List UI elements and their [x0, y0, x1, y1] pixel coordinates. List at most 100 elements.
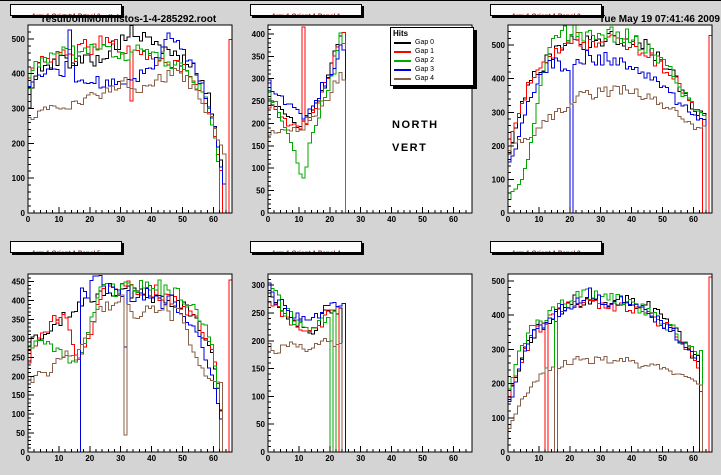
axis-tick-label: 40	[387, 215, 396, 224]
axis-tick-label: 50	[178, 215, 187, 224]
axis-tick-label: 20	[85, 215, 94, 224]
axis-tick-label: 60	[449, 454, 458, 463]
histogram-plot-2[interactable]: 0 10 20 30 40 50 60 0 100 200 300 400 500	[480, 1, 720, 238]
series-gap-4	[28, 67, 232, 214]
axis-tick-label: 200	[252, 337, 266, 346]
axis-tick-label: 10	[54, 215, 63, 224]
legend-entry: Gap 3	[391, 65, 473, 74]
timestamp-label: Tue May 19 07:41:46 2009	[598, 14, 720, 25]
axis-tick-label: 200	[252, 119, 266, 128]
plot-frame-bg	[508, 25, 712, 213]
legend-entry: Gap 4	[391, 74, 473, 83]
legend-entry-label: Gap 1	[415, 48, 435, 55]
plot-frame	[27, 273, 233, 453]
axis-tick-label: 300	[12, 334, 26, 343]
axis-tick-label: 400	[12, 297, 26, 306]
pad-panel-3: 0 10 20 30 40 50 60 0 100 200 300 400 500 Arm 1 Orie…	[480, 238, 721, 475]
axis-tick-label: 30	[116, 454, 125, 463]
axis-tick-label: 100	[12, 410, 26, 419]
axis-tick-label: 20	[565, 454, 574, 463]
axis-tick-label: 0	[506, 454, 511, 463]
axis-tick-label: 0	[261, 448, 266, 457]
axis-tick-label: 30	[356, 215, 365, 224]
histogram-plot-4[interactable]: 0 10 20 30 40 50 60 0 50 100 150 200 250 300	[240, 238, 480, 475]
axis-tick-label: 200	[12, 139, 26, 148]
axis-tick-label: 50	[256, 187, 265, 196]
pad-panel-0: 0 10 20 30 40 50 60 0 100 200 300 400 500 Arm 1 Orie…	[0, 1, 240, 238]
axis-tick-label: 300	[492, 108, 506, 117]
series-gap-4	[508, 84, 712, 214]
axis-tick-label: 300	[12, 105, 26, 114]
axis-tick-label: 500	[12, 35, 26, 44]
axis-tick-label: 300	[492, 345, 506, 354]
panel-title-3: Arm 1 Orient 1 Panel 3	[511, 250, 580, 252]
axis-tick-label: 30	[596, 215, 605, 224]
legend-entry: Gap 0	[391, 38, 473, 47]
axis-tick-label: 10	[534, 454, 543, 463]
histogram-plot-0[interactable]: 0 10 20 30 40 50 60 0 100 200 300 400 500	[0, 1, 240, 238]
series-gap-4	[28, 294, 232, 453]
legend-entry-label: Gap 4	[415, 75, 435, 82]
legend-entry: Gap 2	[391, 56, 473, 65]
legend-swatch-line	[394, 77, 411, 80]
axis-tick-label: 100	[12, 174, 26, 183]
axis-tick-label: 10	[534, 215, 543, 224]
axis-tick-label: 0	[26, 454, 31, 463]
panel-title-1: Arm 1 Orient 1 Panel 1	[271, 13, 340, 15]
axis-tick-label: 300	[252, 281, 266, 290]
plot-frame-bg	[268, 274, 472, 452]
annotation-line-2: VERT	[392, 142, 428, 154]
axis-tick-label: 100	[252, 392, 266, 401]
axis-tick-label: 400	[252, 30, 266, 39]
axis-tick-label: 0	[21, 209, 26, 218]
axis-tick-label: 10	[54, 454, 63, 463]
legend-entry-label: Gap 2	[415, 57, 435, 64]
legend-swatch-line	[394, 68, 411, 71]
axis-tick-label: 40	[147, 215, 156, 224]
panel-title-2: Arm 1 Orient 1 Panel 2	[511, 13, 580, 15]
axis-tick-label: 20	[325, 454, 334, 463]
axes-ticks	[267, 273, 473, 453]
axis-tick-label: 60	[209, 215, 218, 224]
axis-tick-label: 0	[261, 209, 266, 218]
axis-tick-label: 250	[252, 97, 266, 106]
axis-tick-label: 60	[689, 215, 698, 224]
axis-tick-label: 450	[12, 278, 26, 287]
panel-title-pave-5: Arm 1 Orient 1 Panel 5	[10, 241, 122, 253]
histogram-plot-5[interactable]: 0 10 20 30 40 50 60 0 50 100 150 200 250 300 350 400 450	[0, 238, 240, 475]
series-gap-3	[28, 275, 232, 453]
panel-title-4: Arm 1 Orient 1 Panel 4	[271, 250, 340, 252]
axis-tick-label: 200	[492, 142, 506, 151]
axis-tick-label: 100	[252, 164, 266, 173]
axis-tick-label: 30	[596, 454, 605, 463]
histogram-plot-3[interactable]: 0 10 20 30 40 50 60 0 100 200 300 400 500	[480, 238, 720, 475]
pad-panel-2: 0 10 20 30 40 50 60 0 100 200 300 400 500 Arm 1 Orie…	[480, 1, 721, 238]
legend-title: Hits	[393, 29, 409, 38]
legend-entry: Gap 1	[391, 47, 473, 56]
axis-tick-label: 100	[492, 414, 506, 423]
series-gap-3	[508, 287, 712, 453]
panel-title-pave-4: Arm 1 Orient 1 Panel 4	[250, 241, 362, 253]
axis-tick-label: 500	[492, 277, 506, 286]
axis-tick-label: 50	[256, 420, 265, 429]
axis-tick-label: 50	[418, 215, 427, 224]
axis-tick-label: 400	[492, 75, 506, 84]
axis-tick-label: 0	[506, 215, 511, 224]
series-gap-2	[28, 44, 232, 214]
axis-tick-label: 30	[356, 454, 365, 463]
axis-tick-label: 50	[418, 454, 427, 463]
axis-tick-label: 60	[449, 215, 458, 224]
axes-ticks	[507, 24, 713, 214]
axis-tick-label: 250	[12, 353, 26, 362]
axis-tick-label: 50	[16, 429, 25, 438]
legend-entries: Gap 0 Gap 1 Gap 2 Gap 3 Gap 4	[391, 38, 473, 83]
series-gap-2	[28, 279, 232, 453]
axis-tick-label: 150	[12, 391, 26, 400]
series-gap-2	[508, 24, 712, 214]
panel-title-5: Arm 1 Orient 1 Panel 5	[31, 250, 100, 252]
axis-tick-label: 300	[252, 75, 266, 84]
panel-title-pave-0: Arm 1 Orient 1 Panel 0	[10, 4, 122, 16]
series-gap-3	[28, 29, 232, 214]
axis-tick-label: 0	[26, 215, 31, 224]
